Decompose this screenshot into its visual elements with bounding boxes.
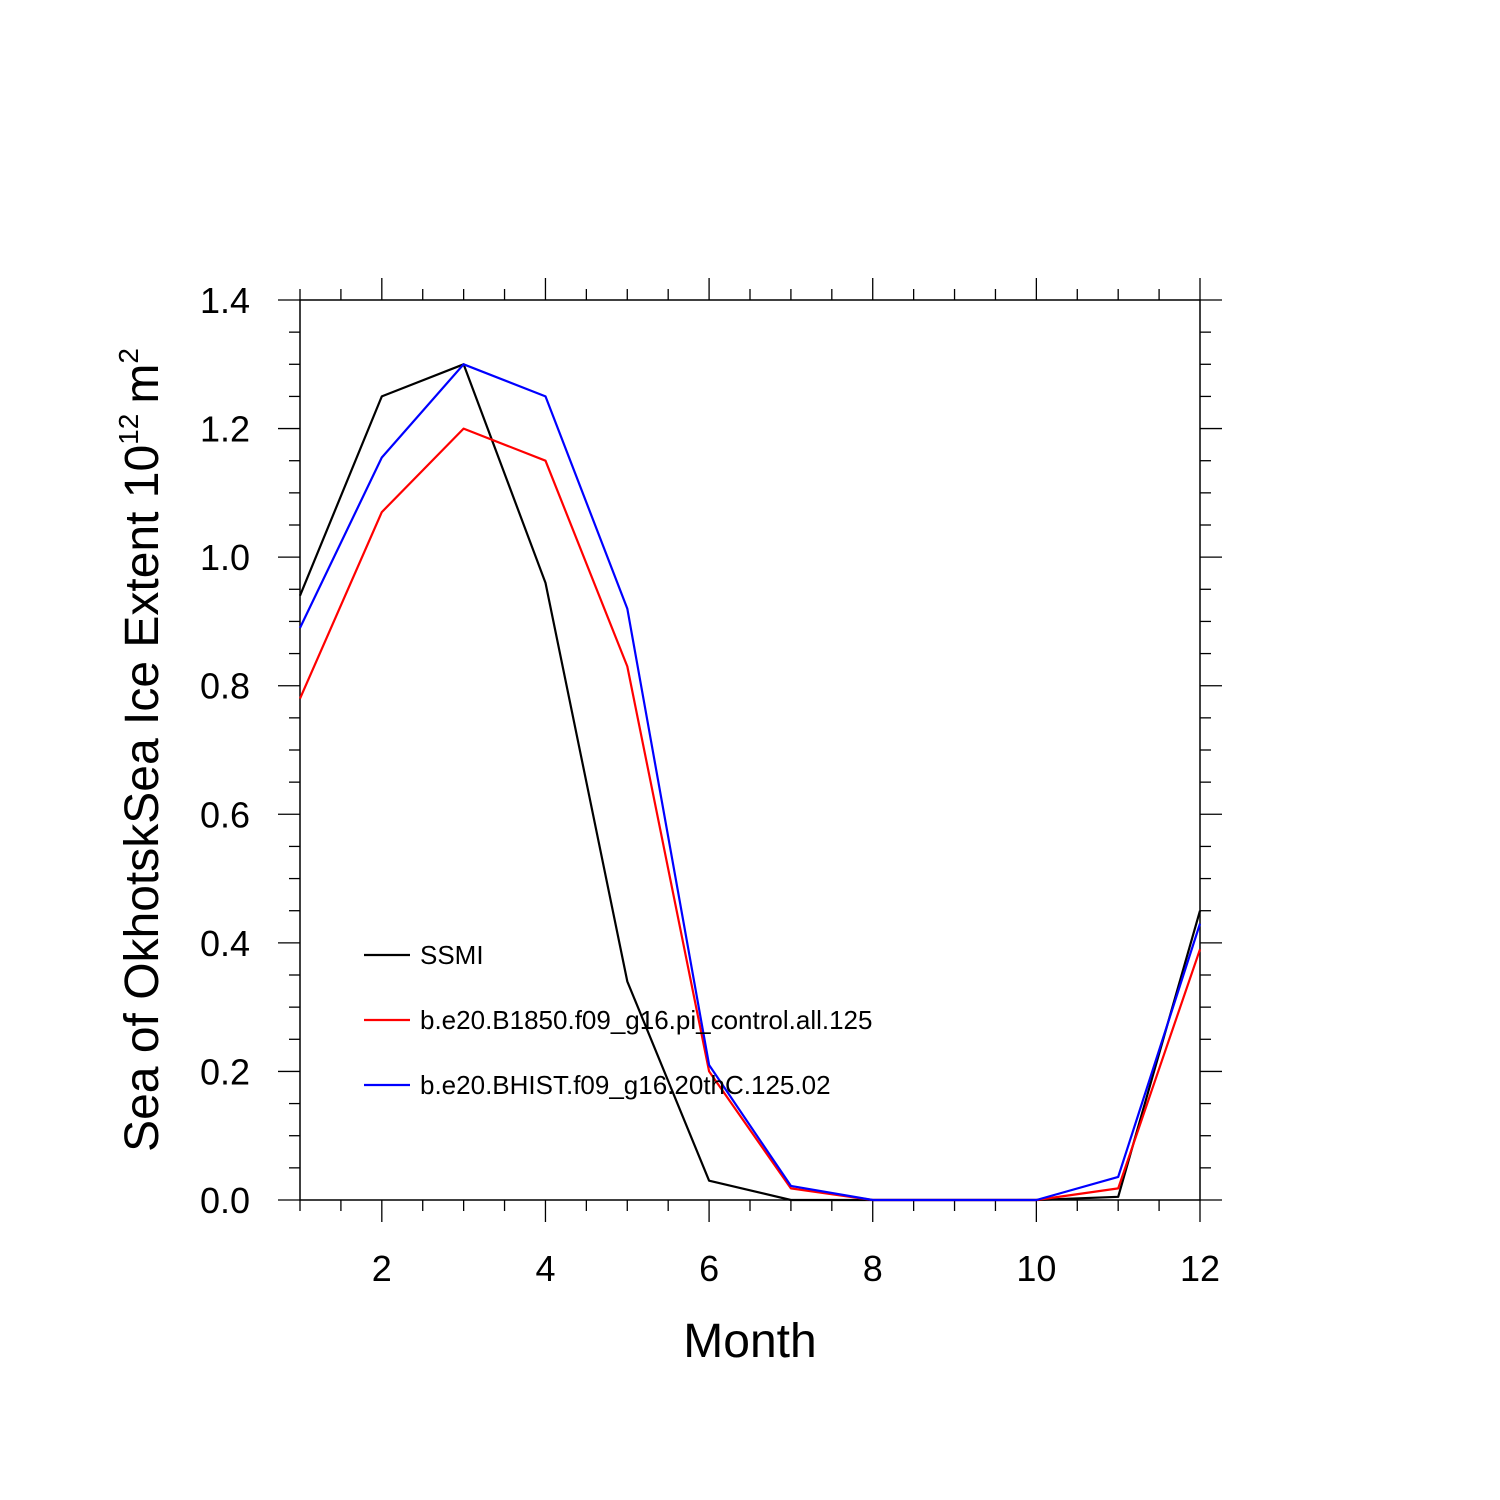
legend-label-1: SSMI: [420, 940, 484, 970]
x-tick-label: 4: [535, 1248, 555, 1289]
plot-frame: [299, 299, 1201, 1201]
legend: SSMI b.e20.B1850.f09_g16.pi_control.all.1…: [364, 940, 872, 1100]
y-axis-title-unit-exponent: 2: [113, 348, 144, 364]
y-tick-label: 0.6: [200, 794, 250, 835]
series-line-3: [299, 363, 1202, 1202]
y-tick-label: 1.2: [200, 409, 250, 450]
y-axis-title: Sea of OkhotskSea Ice Extent 1012 m2: [113, 348, 169, 1152]
series-line-2: [298, 427, 1202, 1202]
y-tick-label: 0.8: [200, 666, 250, 707]
x-tick-label: 12: [1180, 1248, 1220, 1289]
x-tick-label: 8: [863, 1248, 883, 1289]
y-tick-label: 1.0: [200, 537, 250, 578]
x-tick-label: 10: [1016, 1248, 1056, 1289]
y-axis-title-unit: m: [116, 364, 169, 404]
x-axis-title: Month: [683, 1315, 816, 1368]
y-tick-label: 0.4: [200, 923, 250, 964]
y-axis-title-main: Sea of OkhotskSea Ice Extent 10: [116, 445, 169, 1152]
y-axis-title-exponent: 12: [113, 414, 144, 445]
x-tick-label: 6: [699, 1248, 719, 1289]
legend-label-2: b.e20.B1850.f09_g16.pi_control.all.125: [420, 1005, 872, 1035]
y-tick-label: 0.0: [200, 1180, 250, 1221]
axis-tick-labels: 2 4 6 8 10 12 0.0 0.2 0.4 0.6 0.8 1.0 1.2 1.4: [200, 280, 1220, 1289]
y-tick-label: 1.4: [200, 280, 250, 321]
y-tick-label: 0.2: [200, 1051, 250, 1092]
series-lines: [298, 363, 1202, 1202]
x-tick-label: 2: [372, 1248, 392, 1289]
series-line-1: [298, 363, 1202, 1202]
axis-ticks: [278, 278, 1222, 1222]
legend-label-3: b.e20.BHIST.f09_g16.20thC.125.02: [420, 1070, 831, 1100]
